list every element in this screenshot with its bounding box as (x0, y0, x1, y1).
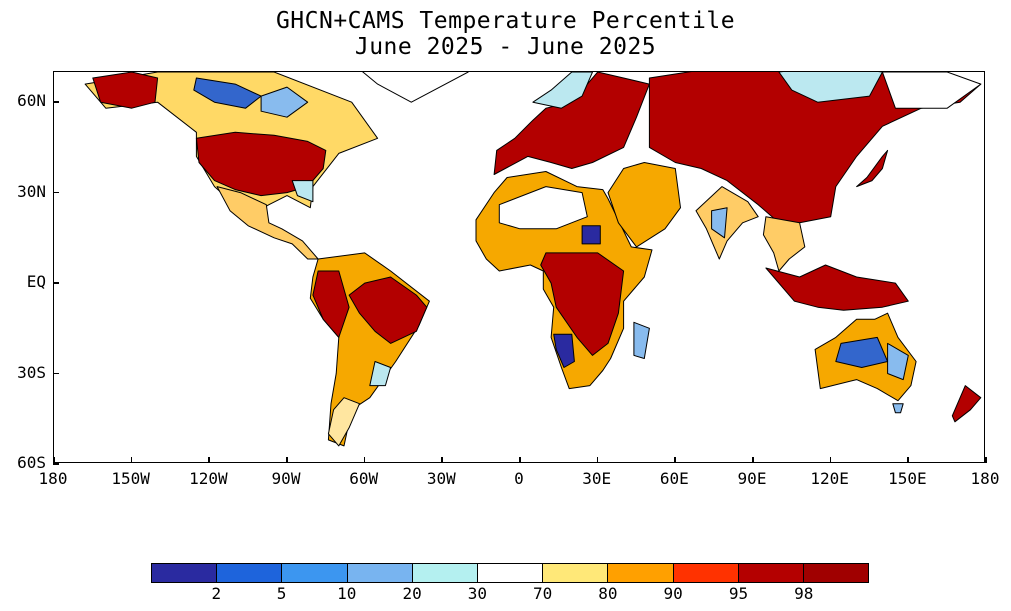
lon-label: 30E (582, 469, 612, 488)
lat-label: 60S (17, 453, 46, 472)
lon-tick (286, 457, 288, 463)
region-east-siberia (881, 72, 982, 109)
lon-tick (985, 457, 987, 463)
colorbar-label: 5 (276, 584, 287, 603)
lon-label: 150W (111, 469, 150, 488)
lon-tick (363, 457, 366, 463)
colorbar-label: 95 (728, 584, 749, 603)
colorbar-label: 70 (532, 584, 553, 603)
lon-label: 180 (970, 469, 1000, 488)
lon-tick (441, 457, 443, 463)
colorbar-swatch (412, 564, 478, 582)
colorbar (151, 563, 869, 583)
region-greenland (362, 72, 469, 103)
lat-label: 30N (17, 181, 46, 201)
colorbar-label: 2 (211, 584, 222, 603)
lon-tick (519, 457, 521, 463)
lon-label: 60E (659, 469, 689, 488)
colorbar-label: 20 (402, 584, 422, 603)
lat-label: EQ (26, 272, 46, 292)
lat-tick (53, 463, 59, 465)
map-title: GHCN+CAMS Temperature Percentile (275, 8, 736, 34)
lat-tick (53, 372, 59, 375)
colorbar-swatch (543, 564, 609, 582)
region-middle-east (607, 162, 681, 248)
world-map (84, 72, 982, 447)
region-canada-cold (193, 77, 262, 109)
region-australia-cool (835, 336, 889, 368)
region-alaska-hot (92, 72, 159, 109)
lon-label: 150E (888, 469, 927, 488)
region-africa-hot (540, 252, 625, 356)
colorbar-swatch (347, 564, 413, 582)
region-india (695, 186, 759, 260)
region-south-america-cool (369, 361, 392, 387)
colorbar-label: 10 (337, 584, 357, 603)
region-namibia-cold (553, 333, 575, 368)
lon-tick (829, 457, 832, 463)
colorbar-swatch (152, 564, 218, 582)
colorbar-swatch (608, 564, 674, 582)
colorbar-label: 90 (663, 584, 683, 603)
lon-tick (53, 457, 55, 463)
lat-tick (53, 282, 59, 284)
lon-label: 30W (426, 469, 456, 488)
region-southeast-us-cool (291, 180, 314, 203)
lon-label: 90W (271, 469, 301, 488)
region-south-america-hot (348, 276, 428, 344)
lon-label: 120E (810, 469, 849, 488)
region-australia-cool-east (887, 342, 909, 381)
region-scandinavia-cool (532, 72, 593, 109)
lon-tick (752, 457, 754, 463)
lon-tick (674, 457, 676, 463)
colorbar-swatch (803, 564, 869, 582)
lon-tick (907, 457, 909, 463)
map-plot-area (53, 71, 985, 463)
lat-label: 60N (17, 91, 46, 111)
region-europe (493, 72, 650, 175)
lon-tick (596, 457, 599, 463)
region-canada-cool (260, 86, 309, 118)
region-southeast-asia (762, 216, 806, 272)
colorbar-swatch (738, 564, 804, 582)
region-indonesia (765, 264, 909, 311)
region-siberia-cool (778, 72, 883, 103)
lon-label: 60W (349, 469, 379, 488)
lon-label: 90E (737, 469, 767, 488)
region-sahara-mild (498, 186, 588, 230)
region-new-zealand (951, 385, 982, 423)
lat-tick (53, 101, 59, 103)
colorbar-swatch (477, 564, 544, 582)
region-madagascar (633, 321, 650, 359)
region-asia (648, 72, 982, 224)
region-japan (856, 149, 889, 188)
colorbar-label: 98 (794, 584, 814, 603)
lat-label: 30S (17, 362, 46, 382)
region-south-america-hot-west (312, 270, 350, 338)
lon-label: 0 (514, 469, 524, 488)
lon-label: 180 (38, 469, 68, 488)
lon-tick (208, 457, 210, 463)
region-patagonia (327, 397, 360, 447)
region-sudan-cold (581, 225, 601, 245)
lon-label: 120W (189, 469, 228, 488)
colorbar-swatch (673, 564, 739, 582)
map-subtitle: June 2025 - June 2025 (354, 34, 657, 60)
region-india-cool (711, 207, 728, 239)
lat-tick (53, 191, 59, 194)
colorbar-swatch (217, 564, 283, 582)
lon-tick (130, 457, 133, 463)
colorbar-label: 80 (598, 584, 618, 603)
colorbar-swatch (282, 564, 348, 582)
colorbar-label: 30 (467, 584, 487, 603)
region-tasmania (892, 403, 904, 414)
